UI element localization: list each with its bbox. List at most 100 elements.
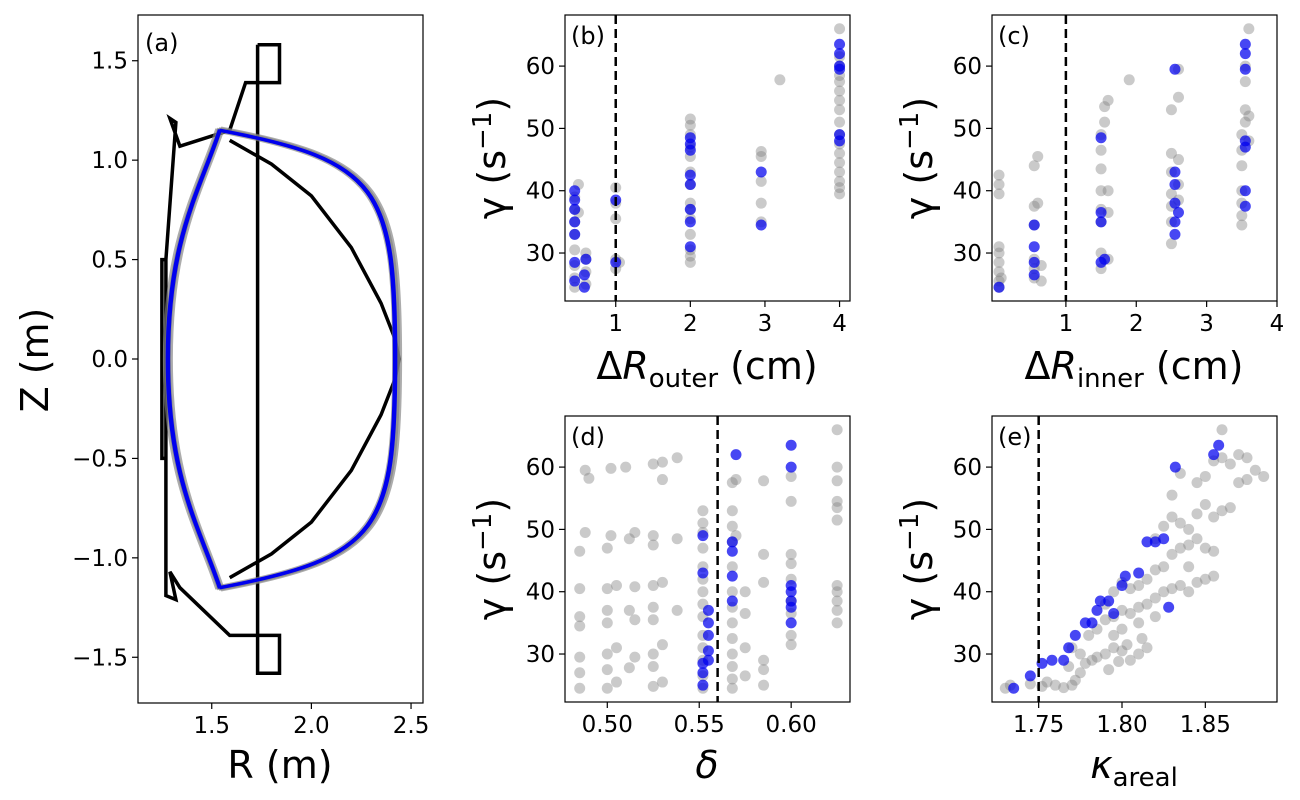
scatter-point-grey bbox=[1099, 101, 1111, 113]
panel-d-plot-area bbox=[574, 416, 843, 702]
scatter-point-blue bbox=[785, 579, 797, 591]
scatter-point-grey bbox=[1239, 104, 1251, 116]
scatter-point-blue bbox=[578, 269, 590, 281]
scatter-point-grey bbox=[1174, 517, 1186, 529]
panel-a-xlabel: R (m) bbox=[227, 743, 332, 787]
scatter-point-blue bbox=[697, 679, 709, 691]
scatter-point-grey bbox=[834, 23, 846, 35]
scatter-point-grey bbox=[1216, 505, 1228, 517]
scatter-point-blue bbox=[755, 166, 767, 178]
scatter-point-blue bbox=[702, 604, 714, 616]
scatter-point-grey bbox=[574, 545, 586, 557]
panel-e-frame bbox=[991, 415, 1278, 703]
scatter-point-grey bbox=[1183, 586, 1195, 598]
scatter-point-blue bbox=[569, 185, 581, 197]
scatter-point-grey bbox=[671, 452, 683, 464]
scatter-point-grey bbox=[1243, 110, 1255, 122]
scatter-point-blue bbox=[684, 203, 696, 215]
panel-e-ylabel-sup: −1 bbox=[895, 513, 925, 551]
scatter-point-grey bbox=[831, 604, 843, 616]
scatter-point-grey bbox=[1249, 464, 1261, 476]
scatter-point-grey bbox=[785, 558, 797, 570]
scatter-point-grey bbox=[1208, 570, 1220, 582]
y-tick-label: 30 bbox=[953, 241, 982, 267]
y-tick-label: 0.5 bbox=[91, 248, 128, 274]
scatter-point-grey bbox=[755, 197, 767, 209]
scatter-point-grey bbox=[831, 475, 843, 487]
x-tick-label: 2.5 bbox=[393, 713, 430, 739]
scatter-point-blue bbox=[1028, 219, 1040, 231]
scatter-point-grey bbox=[834, 188, 846, 200]
y-tick-label: 1.0 bbox=[91, 148, 128, 174]
scatter-point-blue bbox=[834, 129, 846, 141]
panel-d-frame bbox=[564, 415, 851, 703]
scatter-point-grey bbox=[601, 682, 613, 694]
scatter-point-grey bbox=[1121, 639, 1133, 651]
scatter-point-grey bbox=[1136, 632, 1148, 644]
panel-a-ylabel: Z (m) bbox=[13, 308, 57, 413]
scatter-point-grey bbox=[1183, 539, 1195, 551]
scatter-point-blue bbox=[1208, 449, 1220, 461]
panel-e-ylabel: γ (s−1) bbox=[895, 498, 941, 620]
scatter-point-grey bbox=[574, 667, 586, 679]
panel-c-ylabel: γ (s−1) bbox=[895, 97, 941, 219]
scatter-point-grey bbox=[1108, 629, 1120, 641]
scatter-point-grey bbox=[1165, 238, 1177, 250]
scatter-point-grey bbox=[623, 662, 635, 674]
scatter-point-grey bbox=[656, 474, 668, 486]
scatter-point-grey bbox=[697, 542, 709, 554]
panel-b-ylabel: γ (s−1) bbox=[468, 97, 514, 219]
scatter-point-grey bbox=[726, 505, 738, 517]
panel-c-xlabel: ΔRinner (cm) bbox=[1025, 344, 1244, 394]
scatter-point-blue bbox=[1086, 617, 1098, 629]
scatter-point-blue bbox=[569, 228, 581, 240]
panel-b-xlabel-unit: (cm) bbox=[718, 344, 818, 388]
xlabel-R-glyph: R bbox=[1051, 344, 1077, 388]
scatter-point-grey bbox=[1241, 474, 1253, 486]
scatter-point-grey bbox=[999, 682, 1011, 694]
y-tick-label: 1.5 bbox=[91, 49, 128, 75]
x-tick-label: 0.60 bbox=[766, 712, 817, 738]
scatter-point-grey bbox=[601, 604, 613, 616]
scatter-point-grey bbox=[1024, 678, 1036, 690]
scatter-point-blue bbox=[569, 203, 581, 215]
scatter-point-blue bbox=[726, 570, 738, 582]
scatter-point-grey bbox=[1141, 573, 1153, 585]
panel-c-ylabel-main: γ (s bbox=[897, 150, 941, 219]
scatter-point-grey bbox=[601, 542, 613, 554]
scatter-point-grey bbox=[1086, 654, 1098, 666]
scatter-point-grey bbox=[697, 586, 709, 598]
scatter-point-grey bbox=[1199, 498, 1211, 510]
scatter-point-blue bbox=[1169, 166, 1181, 178]
scatter-point-grey bbox=[1124, 583, 1136, 595]
scatter-point-grey bbox=[1258, 470, 1270, 482]
scatter-point-grey bbox=[726, 682, 738, 694]
scatter-point-grey bbox=[601, 664, 613, 676]
scatter-point-grey bbox=[726, 477, 738, 489]
scatter-point-grey bbox=[730, 474, 742, 486]
scatter-point-blue bbox=[1213, 439, 1225, 451]
scatter-point-blue bbox=[1028, 241, 1040, 253]
scatter-point-grey bbox=[629, 581, 641, 593]
scatter-point-blue bbox=[730, 449, 742, 461]
scatter-point-blue bbox=[1169, 216, 1181, 228]
scatter-point-grey bbox=[1032, 150, 1044, 162]
panel-e: 1.75 1.80 1.85 30 40 50 60 (e) κareal γ (s−1) bbox=[895, 415, 1278, 793]
scatter-point-blue bbox=[1239, 200, 1251, 212]
scatter-point-grey bbox=[834, 166, 846, 178]
scatter-point-grey bbox=[647, 660, 659, 672]
scatter-point-grey bbox=[1174, 542, 1186, 554]
scatter-point-grey bbox=[758, 679, 770, 691]
scatter-point-grey bbox=[684, 119, 696, 131]
scatter-point-grey bbox=[831, 424, 843, 436]
panel-e-plot-area bbox=[999, 416, 1270, 702]
scatter-point-grey bbox=[1191, 508, 1203, 520]
scatter-point-blue bbox=[726, 536, 738, 548]
scatter-point-grey bbox=[647, 648, 659, 660]
scatter-point-grey bbox=[831, 495, 843, 507]
scatter-point-grey bbox=[647, 530, 659, 542]
scatter-point-grey bbox=[629, 527, 641, 539]
scatter-point-grey bbox=[574, 620, 586, 632]
scatter-point-grey bbox=[605, 530, 617, 542]
x-tick-label: 2 bbox=[1129, 311, 1144, 337]
